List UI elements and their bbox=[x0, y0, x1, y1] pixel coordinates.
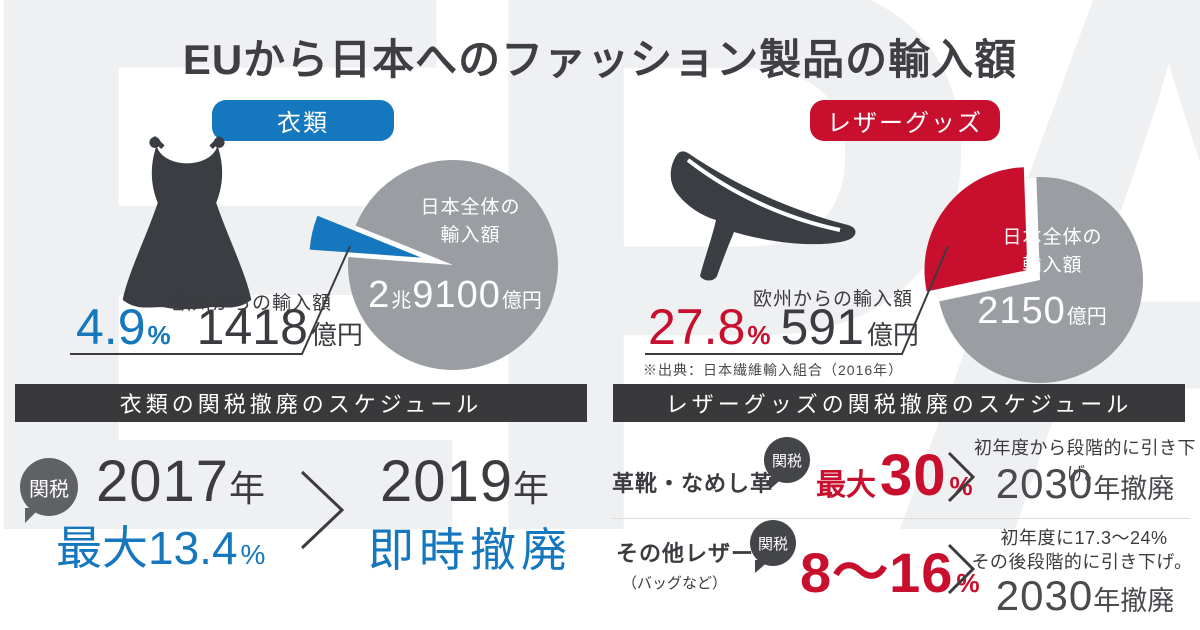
leather-row1-rate-prefix: 最大 bbox=[816, 469, 876, 502]
leather-stat: 27.8 % 591 億円 bbox=[648, 298, 919, 356]
leather-row2-rate-num: 8〜16 bbox=[800, 541, 954, 604]
arrow-right-icon bbox=[947, 543, 976, 595]
leather-total-oku: 2150 bbox=[977, 290, 1066, 332]
clothing-before-year-unit: 年 bbox=[229, 468, 266, 509]
clothing-after-action: 即時撤廃 bbox=[368, 524, 572, 576]
clothing-before-rate-num: 最大13.4 bbox=[56, 522, 238, 574]
clothing-callout-line bbox=[70, 245, 351, 355]
clothing-total-oku-unit: 億円 bbox=[501, 290, 542, 312]
clothing-percent: 4.9 bbox=[76, 299, 146, 355]
clothing-before-year: 2017 年 bbox=[96, 448, 265, 515]
leather-row2-rate: 8〜16 % bbox=[800, 528, 980, 609]
clothing-badge: 衣類 bbox=[212, 100, 394, 141]
leather-row1-category: 革靴・なめし革 bbox=[612, 471, 774, 496]
leather-row1-result: 2030 年撤廃 bbox=[972, 460, 1198, 508]
leather-row2-result: 2030 年撤廃 bbox=[972, 572, 1198, 620]
leather-schedule-header: レザーグッズの関税撤廃のスケジュール bbox=[613, 384, 1185, 422]
leather-badge: レザーグッズ bbox=[810, 100, 1000, 141]
high-heel-icon bbox=[670, 151, 856, 281]
leather-amount: 591 bbox=[780, 299, 864, 355]
leather-row1-note: 初年度から段階的に引き下げ。 bbox=[974, 438, 1196, 484]
tariff-bubble-leather-1: 関税 bbox=[764, 437, 810, 490]
leather-row2-note-line1: 初年度に17.3〜24% bbox=[1000, 528, 1168, 548]
arrow-right-icon bbox=[947, 451, 976, 503]
clothing-amount: 1418 bbox=[196, 299, 308, 355]
clothing-pie-label-line2: 輸入額 bbox=[440, 225, 501, 246]
clothing-pie-label: 日本全体の 輸入額 bbox=[388, 194, 553, 250]
leather-pie-label-line2: 輸入額 bbox=[1022, 255, 1083, 276]
clothing-after-year-unit: 年 bbox=[513, 468, 550, 509]
leather-row2-result-suffix: 年撤廃 bbox=[1093, 586, 1175, 616]
leather-pie-eu-slice bbox=[924, 167, 1028, 292]
leather-row1-result-suffix: 年撤廃 bbox=[1093, 474, 1175, 504]
leather-pie-total: 2150 億円 bbox=[955, 290, 1130, 333]
clothing-percent-unit: % bbox=[147, 320, 171, 350]
leather-row2-rate-unit: % bbox=[956, 568, 980, 598]
leather-pie-chart bbox=[924, 167, 1143, 383]
leather-percent: 27.8 bbox=[648, 299, 746, 355]
leather-row1-rate-num: 30 bbox=[880, 443, 947, 508]
clothing-before-rate: 最大13.4 % bbox=[56, 512, 265, 578]
leather-row2-category: その他レザー bbox=[616, 541, 755, 566]
clothing-amount-unit: 億円 bbox=[310, 320, 363, 350]
clothing-total-oku: 9100 bbox=[412, 274, 501, 316]
arrow-right-icon bbox=[300, 470, 345, 550]
clothing-pie-chart bbox=[309, 160, 558, 370]
tariff-bubble-clothing: 関税 bbox=[20, 458, 78, 523]
leather-row2-note-line2: その後段階的に引き下げ。 bbox=[971, 552, 1193, 572]
leather-row1-result-year: 2030 bbox=[995, 460, 1094, 507]
clothing-after-year-num: 2019 bbox=[380, 449, 514, 514]
clothing-pie-total: 2 兆 9100 億円 bbox=[348, 274, 563, 317]
clothing-before-year-num: 2017 bbox=[96, 449, 230, 514]
leather-callout-line bbox=[645, 245, 949, 355]
row-divider bbox=[612, 518, 1190, 519]
leather-total-oku-unit: 億円 bbox=[1066, 306, 1107, 328]
clothing-schedule-header: 衣類の関税撤廃のスケジュール bbox=[15, 384, 587, 422]
page-title: EUから日本へのファッション製品の輸入額 bbox=[182, 36, 1018, 83]
clothing-stat: 4.9 % 1418 億円 bbox=[76, 298, 363, 356]
clothing-import-label: 欧州からの輸入額 bbox=[172, 293, 333, 314]
leather-pie-label-line1: 日本全体の bbox=[1002, 227, 1103, 248]
leather-row2-category-sub: （バッグなど） bbox=[622, 575, 728, 592]
leather-import-label: 欧州からの輸入額 bbox=[753, 289, 914, 310]
dress-icon bbox=[122, 136, 252, 310]
clothing-after-year: 2019 年 bbox=[380, 448, 549, 515]
leather-percent-unit: % bbox=[747, 320, 771, 350]
clothing-before-rate-unit: % bbox=[240, 539, 266, 570]
leather-pie-label: 日本全体の 輸入額 bbox=[975, 224, 1130, 280]
leather-row2-result-year: 2030 bbox=[995, 572, 1094, 619]
tariff-bubble-leather-2: 関税 bbox=[750, 520, 796, 573]
clothing-pie-eu-slice bbox=[309, 215, 422, 258]
clothing-total-cho-unit: 兆 bbox=[391, 290, 412, 312]
clothing-pie-label-line1: 日本全体の bbox=[420, 197, 521, 218]
clothing-total-cho: 2 bbox=[368, 274, 391, 316]
source-note: ※出典：日本繊維輸入組合（2016年） bbox=[643, 362, 904, 378]
